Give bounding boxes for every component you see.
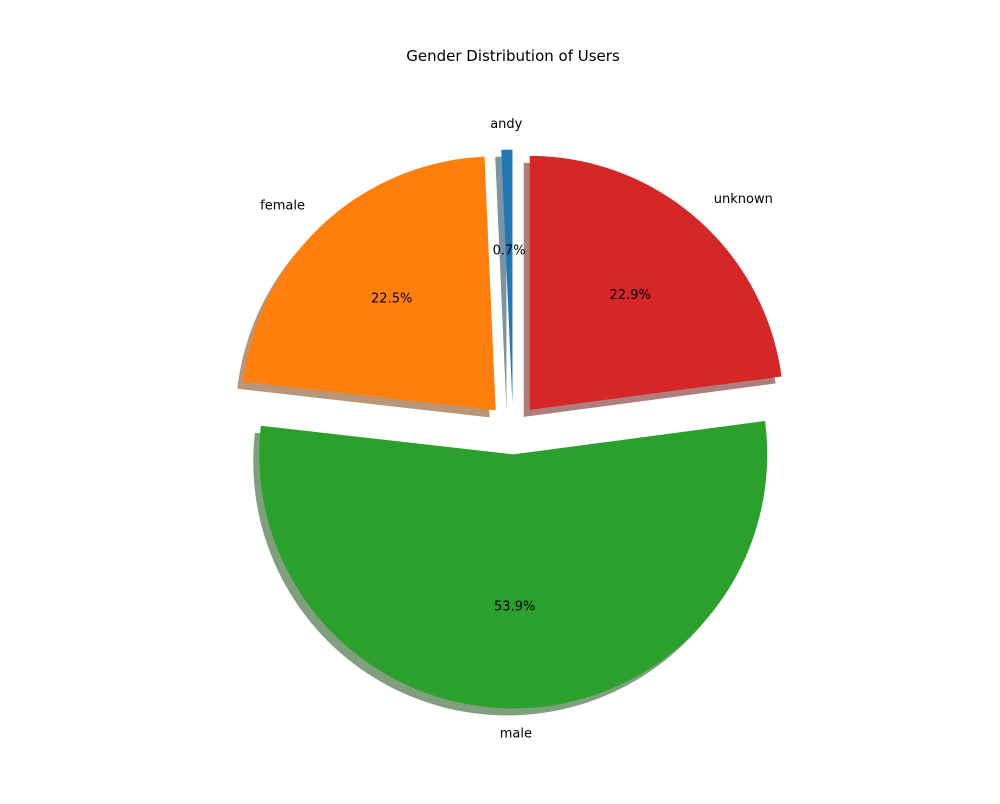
chart-title: Gender Distribution of Users (406, 47, 620, 65)
pie-slice-andy (501, 149, 513, 404)
slice-label-female: female (260, 199, 305, 214)
slice-percent-andy: 0.7% (493, 244, 526, 259)
slice-percent-male: 53.9% (494, 599, 535, 614)
slice-label-male: male (500, 726, 532, 741)
slice-label-group: andy 0.7% female 22.5% male 53.9% unknown 22.9% (260, 117, 773, 741)
slice-percent-female: 22.5% (371, 292, 412, 307)
slice-shadow-andy (495, 156, 507, 411)
pie-slice-female (243, 156, 496, 411)
slice-label-unknown: unknown (714, 192, 773, 207)
slice-percent-unknown: 22.9% (610, 288, 651, 303)
slice-label-andy: andy (490, 117, 522, 132)
pie-slice-unknown (529, 155, 782, 410)
slice-group (243, 149, 782, 709)
pie-slice-male (259, 420, 768, 709)
